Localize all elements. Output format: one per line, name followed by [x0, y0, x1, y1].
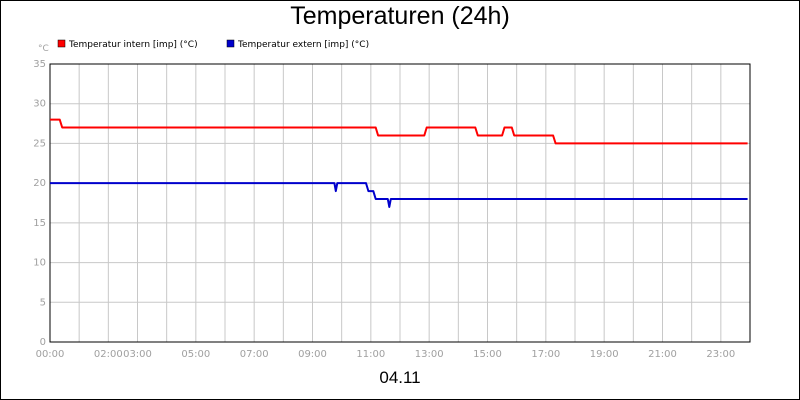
x-tick-label: 03:00	[123, 349, 152, 360]
y-tick-label: 0	[40, 337, 46, 348]
axis-ticks: 0 5 10 15 20 25 30 35 00:00 02:00 03:00 05:00 07:00 0…	[33, 59, 735, 360]
date-label: 04.11	[379, 368, 421, 387]
y-tick-label: 35	[33, 59, 46, 70]
x-tick-label: 07:00	[240, 349, 269, 360]
x-tick-label: 17:00	[531, 349, 560, 360]
x-tick-label: 15:00	[473, 349, 502, 360]
x-tick-label: 19:00	[590, 349, 619, 360]
x-tick-label: 05:00	[181, 349, 210, 360]
x-tick-label: 09:00	[298, 349, 327, 360]
x-tick-label: 13:00	[415, 349, 444, 360]
series-line-2	[50, 182, 748, 208]
y-tick-label: 10	[33, 258, 46, 269]
y-axis-unit: °C	[38, 44, 49, 54]
x-tick-label: 02:00	[94, 349, 123, 360]
legend-swatch	[57, 39, 66, 48]
y-tick-label: 20	[33, 178, 46, 189]
y-tick-label: 30	[33, 99, 46, 110]
y-tick-label: 5	[40, 297, 46, 308]
x-tick-label: 00:00	[36, 349, 65, 360]
legend-swatch	[226, 39, 235, 48]
x-tick-label: 11:00	[356, 349, 385, 360]
series-lines	[50, 118, 748, 208]
plot-area-border	[49, 63, 751, 343]
grid-lines	[50, 63, 750, 343]
chart-title: Temperaturen (24h)	[290, 2, 510, 30]
legend-label: Temperatur intern [imp] (°C)	[68, 40, 198, 50]
legend-label: Temperatur extern [imp] (°C)	[237, 40, 369, 50]
series-line-1	[50, 118, 748, 145]
y-tick-label: 15	[33, 218, 46, 229]
y-tick-label: 25	[33, 138, 46, 149]
legend: Temperatur intern [imp] (°C) Temperatur e…	[57, 39, 369, 50]
x-tick-label: 21:00	[648, 349, 677, 360]
x-tick-label: 23:00	[706, 349, 735, 360]
